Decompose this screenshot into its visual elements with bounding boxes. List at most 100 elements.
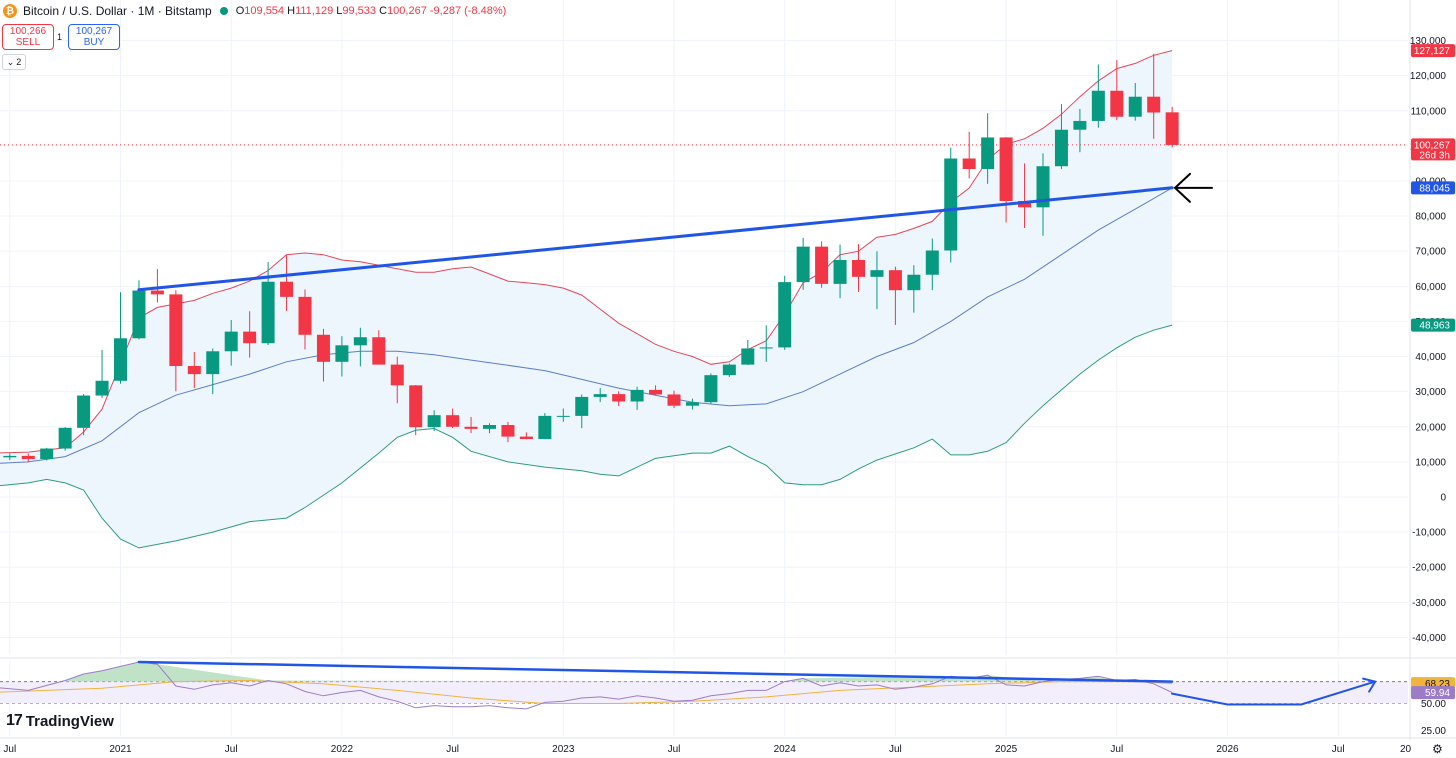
x-tick-label: Jul (3, 744, 16, 755)
tradingview-logo[interactable]: 17 TradingView (6, 712, 114, 730)
candle-body (187, 366, 201, 375)
candle (95, 349, 109, 398)
candle (612, 391, 626, 407)
candle (649, 385, 663, 396)
indicator-count: 2 (16, 57, 22, 67)
x-tick-label: 2025 (995, 744, 1018, 755)
candle (1036, 153, 1050, 236)
candle-body (206, 351, 220, 375)
candle (538, 413, 552, 440)
candle-body (538, 415, 552, 440)
candle (335, 336, 349, 377)
candle-body (372, 337, 386, 365)
y-tick-label: 20,000 (1415, 422, 1446, 433)
y-tick-label: 110,000 (1411, 106, 1447, 117)
buy-price: 100,267 (75, 26, 113, 37)
candle (1128, 83, 1142, 121)
rsi-tick-label: 25.00 (1421, 726, 1446, 737)
candle-body (169, 294, 183, 367)
candle (1165, 106, 1179, 148)
projection-arrowhead-icon (1362, 677, 1377, 693)
y-tick-label: 10,000 (1415, 457, 1446, 468)
candle-body (1054, 129, 1068, 167)
candle-body (981, 137, 995, 170)
candle-body (556, 415, 570, 417)
rsi-ma-line (0, 679, 1173, 704)
bollinger-middle-line (0, 187, 1173, 464)
candle (815, 241, 829, 288)
rsi-overbought-fill (65, 662, 1136, 682)
candle (852, 244, 865, 292)
rsi-band (0, 681, 1408, 704)
candle (409, 384, 423, 436)
rsi-trendline (137, 660, 1174, 683)
sell-price: 100,266 (9, 26, 47, 37)
sell-button[interactable]: 100,266 SELL (2, 24, 54, 50)
candle (925, 238, 939, 291)
candle-body (870, 270, 884, 277)
candle-body (519, 436, 533, 440)
price-label-lower (1411, 318, 1455, 332)
candle-body (741, 348, 755, 365)
candle (316, 328, 330, 382)
candle-body (40, 448, 54, 460)
candle-body (409, 385, 423, 428)
candle (704, 373, 718, 404)
candle (962, 131, 976, 179)
candle-body (21, 455, 35, 460)
gear-icon[interactable]: ⚙ (1432, 742, 1443, 756)
candle-body (925, 250, 939, 275)
candle (77, 394, 91, 436)
candle-body (224, 331, 238, 352)
low-value: 99,533 (342, 5, 377, 17)
indicator-collapse-button[interactable]: ⌄ 2 (2, 54, 26, 70)
candle-body (261, 281, 275, 344)
y-tick-label: 40,000 (1415, 352, 1446, 363)
buy-button[interactable]: 100,267 BUY (68, 24, 120, 50)
rsi-label-text: 59.94 (1425, 688, 1450, 699)
candle-body (280, 281, 294, 297)
close-label: C (379, 5, 388, 17)
candle-body (962, 158, 976, 170)
y-tick-label: -30,000 (1412, 598, 1446, 609)
y-tick-label: 60,000 (1415, 282, 1446, 293)
y-tick-label: 130,000 (1410, 36, 1447, 47)
candle-body (667, 394, 681, 406)
candle-body (77, 395, 91, 428)
candle-body (944, 158, 958, 251)
candle (224, 320, 238, 366)
candle-body (335, 345, 349, 362)
candle-body (575, 396, 589, 416)
candle-body (833, 259, 847, 284)
candle-body (298, 296, 312, 335)
price-label-text: 88,045 (1419, 183, 1450, 194)
candle-body (1165, 112, 1179, 145)
price-label-countdown: 26d 3h (1419, 150, 1450, 161)
candle-body (796, 246, 810, 283)
bollinger-lower-line (0, 324, 1173, 549)
buy-label: BUY (83, 37, 105, 48)
candle (1054, 104, 1068, 170)
candles (3, 53, 1179, 463)
candle-body (132, 290, 146, 339)
symbol-title[interactable]: Bitcoin / U.S. Dollar · 1M · Bitstamp (23, 4, 212, 18)
y-tick-label: -20,000 (1412, 563, 1446, 574)
candle-body (1110, 90, 1124, 117)
candle (722, 363, 736, 377)
candle-body (630, 389, 644, 402)
rsi-tick-label: 50.00 (1421, 699, 1446, 710)
candle (427, 410, 441, 431)
x-tick-label: Jul (1332, 744, 1345, 755)
candle-body (1036, 166, 1050, 208)
candle (353, 327, 367, 367)
candle-body (1018, 200, 1032, 208)
candle-body (95, 380, 109, 396)
candle (206, 348, 220, 395)
candle (870, 251, 884, 310)
candle (390, 356, 404, 404)
candle-body (852, 259, 865, 277)
high-value: 111,129 (295, 5, 334, 17)
candle (575, 394, 589, 429)
x-tick-label: 2024 (774, 744, 797, 755)
